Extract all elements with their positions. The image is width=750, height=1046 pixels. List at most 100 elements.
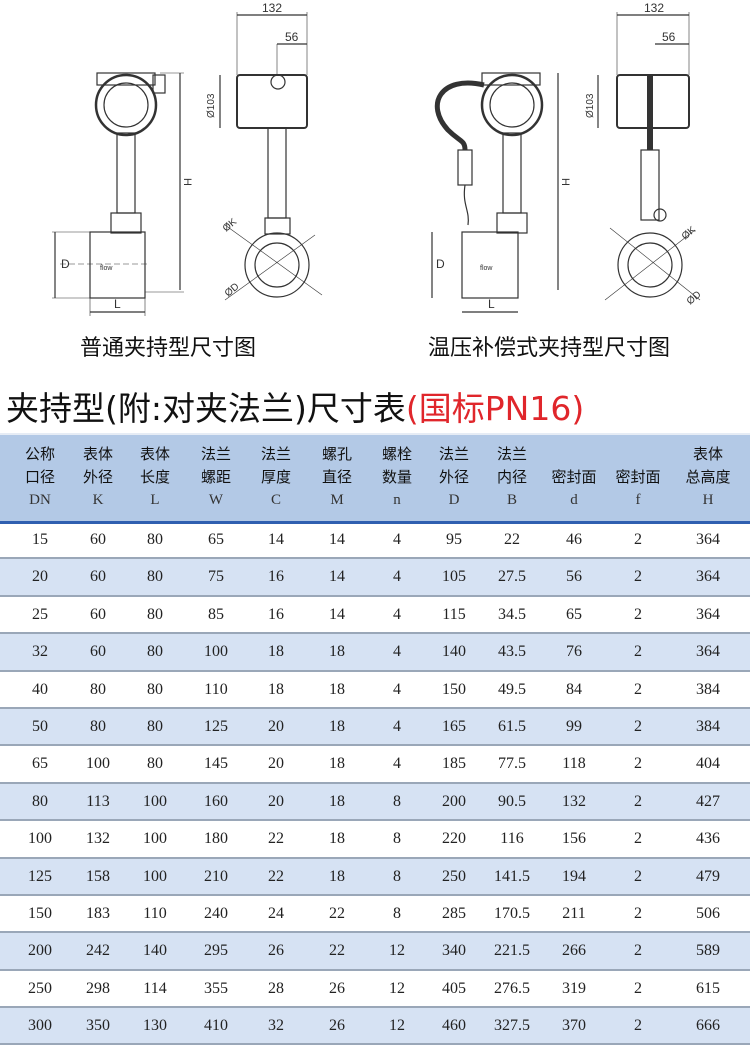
table-cell: 589: [696, 942, 720, 960]
table-cell: 364: [696, 531, 720, 548]
table-cell: 2: [634, 942, 642, 960]
table-cell: 404: [696, 755, 720, 773]
table-cell: 125: [28, 867, 52, 885]
table-cell: 460: [442, 1017, 466, 1035]
table-cell: 145: [204, 755, 228, 773]
table-cell: 340: [442, 942, 466, 960]
header-line1: 表体: [692, 445, 723, 463]
table-cell: 34.5: [498, 605, 526, 623]
header-symbol: C: [270, 492, 281, 508]
table-cell: 4: [393, 755, 401, 773]
header-line1: 表体: [82, 445, 113, 463]
dim-103-label: Ø103: [585, 93, 596, 118]
header-line2: 直径: [321, 468, 352, 486]
table-cell: 65: [208, 531, 224, 548]
header-line2: 厚度: [260, 468, 291, 486]
table-cell: 8: [393, 830, 401, 848]
table-cell: 16: [268, 605, 284, 623]
column-header: 密封面 f: [603, 443, 673, 512]
header-line2: 外径: [438, 468, 469, 486]
table-cell: 114: [143, 979, 167, 997]
header-symbol: H: [702, 492, 714, 508]
table-cell: 80: [147, 717, 163, 735]
table-cell: 132: [86, 830, 110, 848]
table-cell: 24: [268, 904, 284, 922]
table-cell: 4: [393, 680, 401, 698]
table-cell: 615: [696, 979, 720, 997]
table-cell: 405: [442, 979, 466, 997]
flow-label: flow: [480, 265, 493, 272]
dim-132-label: 132: [262, 1, 282, 15]
table-cell: 355: [204, 979, 228, 997]
dim-h-label: H: [559, 178, 571, 186]
header-line1: 表体: [139, 445, 170, 463]
table-cell: 18: [329, 755, 345, 773]
table-cell: 80: [147, 568, 163, 586]
table-cell: 666: [696, 1017, 720, 1035]
header-line2: 密封面: [615, 468, 661, 486]
table-cell: 2: [634, 755, 642, 773]
table-cell: 14: [268, 531, 284, 548]
table-body: 15 60 80 65 14 14 4 95 22 46 2 364 20 60 80 75 16 14 4 105 2…: [0, 522, 750, 1046]
table-cell: 200: [28, 942, 52, 960]
table-cell: 125: [204, 717, 228, 735]
dim-103-label: Ø103: [206, 93, 217, 118]
table-cell: 140: [143, 942, 167, 960]
header-symbol: B: [506, 492, 517, 508]
table-header: 公称 口径 DN 表体 外径 K 表体 长度 L 法兰 螺距 W 法兰 厚度 C 螺孔 直径 M 螺栓 数量 n 法兰 外径…: [0, 433, 750, 524]
header-symbol: L: [150, 492, 160, 508]
table-cell: 210: [204, 867, 228, 885]
table-cell: 130: [143, 1017, 167, 1035]
table-cell: 160: [204, 792, 228, 810]
table-cell: 26: [329, 979, 345, 997]
dim-flange-d-label: ØD: [223, 281, 242, 299]
header-symbol: DN: [29, 492, 51, 508]
table-cell: 56: [566, 568, 582, 586]
header-symbol: f: [635, 492, 641, 508]
table-cell: 65: [566, 605, 582, 623]
table-row: 250 298 114 355 28 26 12 405 276.5 319 2 615: [0, 971, 750, 1009]
table-cell: 12: [389, 942, 405, 960]
table-cell: 100: [28, 830, 52, 848]
table-cell: 2: [634, 568, 642, 586]
table-row: 32 60 80 100 18 18 4 140 43.5 76 2 364: [0, 634, 750, 672]
table-row: 65 100 80 145 20 18 4 185 77.5 118 2 404: [0, 746, 750, 784]
table-cell: 295: [204, 942, 228, 960]
table-cell: 100: [204, 643, 228, 661]
table-cell: 60: [90, 643, 106, 661]
column-header: 密封面 d: [539, 443, 609, 512]
table-row: 15 60 80 65 14 14 4 95 22 46 2 364: [0, 522, 750, 560]
table-cell: 364: [696, 605, 720, 623]
dim-d-label: D: [61, 257, 70, 271]
table-cell: 110: [143, 904, 167, 922]
header-line2: 外径: [82, 468, 113, 486]
table-cell: 2: [634, 792, 642, 810]
header-symbol: M: [330, 492, 344, 508]
table-cell: 105: [442, 568, 466, 586]
table-cell: 20: [268, 755, 284, 773]
table-cell: 427: [696, 792, 720, 810]
table-cell: 85: [208, 605, 224, 623]
header-line2: 内径: [496, 468, 527, 486]
table-cell: 65: [32, 755, 48, 773]
table-cell: 211: [562, 904, 586, 922]
table-cell: 12: [389, 1017, 405, 1035]
table-cell: 61.5: [498, 717, 526, 735]
table-cell: 266: [562, 942, 586, 960]
column-header: 公称 口径 DN: [5, 443, 75, 512]
table-cell: 84: [566, 680, 582, 698]
header-line1: [603, 443, 673, 466]
header-line1: 法兰: [438, 445, 469, 463]
table-cell: 18: [329, 867, 345, 885]
table-cell: 80: [147, 605, 163, 623]
table-cell: 384: [696, 717, 720, 735]
table-cell: 140: [442, 643, 466, 661]
table-cell: 4: [393, 531, 401, 548]
table-cell: 18: [329, 717, 345, 735]
caption-standard: 普通夹持型尺寸图: [80, 336, 257, 361]
table-row: 20 60 80 75 16 14 4 105 27.5 56 2 364: [0, 559, 750, 597]
table-cell: 22: [504, 531, 520, 548]
table-cell: 2: [634, 531, 642, 548]
table-cell: 15: [32, 531, 48, 548]
header-line2: 螺距: [200, 468, 231, 486]
